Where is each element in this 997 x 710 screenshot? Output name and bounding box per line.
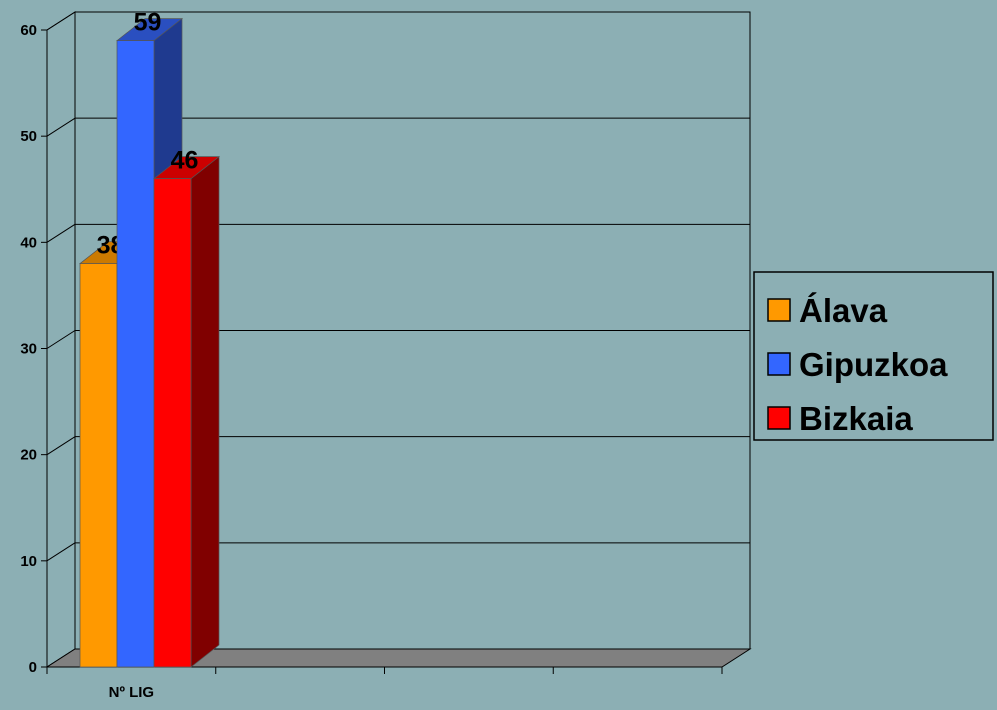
legend-label: Bizkaia — [799, 400, 913, 437]
y-tick-label: 40 — [20, 234, 37, 251]
x-category-label: Nº LIG — [109, 684, 154, 701]
gridline-side — [46, 223, 76, 243]
data-label: 46 — [171, 147, 199, 175]
bar — [116, 40, 155, 668]
gridline-side — [46, 117, 76, 137]
gridline-side — [46, 330, 76, 349]
bar — [79, 263, 118, 668]
gridline-side — [46, 11, 76, 31]
legend-swatch — [767, 406, 791, 430]
data-label: 59 — [134, 9, 162, 37]
bar — [153, 178, 192, 668]
y-tick-label: 50 — [20, 128, 37, 145]
legend-swatch — [767, 352, 791, 376]
gridline-side — [46, 542, 76, 562]
bar-side — [190, 155, 220, 668]
legend-label: Gipuzkoa — [799, 346, 948, 383]
y-tick-label: 10 — [20, 553, 37, 570]
legend-box — [753, 271, 994, 441]
legend-label: Álava — [799, 292, 888, 329]
legend-swatch — [767, 298, 791, 322]
y-tick-label: 60 — [20, 22, 37, 39]
y-tick-label: 20 — [20, 447, 37, 464]
gridline-side — [46, 436, 76, 456]
y-tick-label: 0 — [29, 659, 37, 676]
y-tick-label: 30 — [20, 341, 37, 358]
